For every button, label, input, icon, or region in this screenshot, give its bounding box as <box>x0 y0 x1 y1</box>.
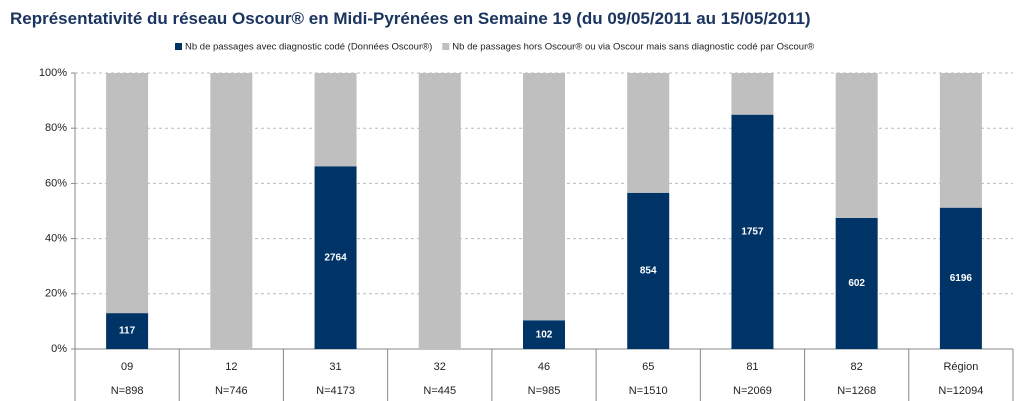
bar-segment <box>418 73 461 349</box>
y-tick-label: 80% <box>45 122 67 134</box>
bar-segment <box>939 207 982 349</box>
legend-swatch <box>175 43 182 50</box>
value-label: 854 <box>640 266 657 277</box>
x-tick-label: 65 <box>642 361 654 373</box>
value-label: 117 <box>119 326 136 337</box>
y-tick-label: 60% <box>45 177 67 189</box>
x-total-label: N=1510 <box>629 385 668 397</box>
x-tick-label: 12 <box>225 361 237 373</box>
bar-segment <box>523 73 565 321</box>
bar-segment <box>314 73 357 167</box>
bar-segment <box>106 73 149 314</box>
bar-segment <box>731 114 774 350</box>
y-tick-label: 20% <box>45 288 67 300</box>
legend-label: Nb de passages avec diagnostic codé (Don… <box>185 42 432 53</box>
bar-segment <box>210 73 253 349</box>
bar-segment <box>106 313 149 349</box>
y-tick-label: 40% <box>45 233 67 245</box>
bar-segment <box>314 166 357 349</box>
bar-segment <box>835 73 878 218</box>
value-label: 602 <box>848 278 865 289</box>
value-label: 2764 <box>324 252 347 263</box>
x-tick-label: Région <box>943 361 978 373</box>
legend-swatch <box>442 43 450 50</box>
bar-segment <box>835 217 878 349</box>
x-tick-label: 46 <box>538 361 550 373</box>
x-tick-label: 32 <box>434 361 446 373</box>
x-total-label: N=445 <box>423 385 456 397</box>
x-tick-label: 81 <box>746 361 758 373</box>
x-total-label: N=2069 <box>733 385 772 397</box>
bar-segment <box>731 73 774 115</box>
y-tick-label: 0% <box>51 343 67 355</box>
chart-title: Représentativité du réseau Oscour® en Mi… <box>10 9 811 28</box>
bar-segment <box>523 320 565 349</box>
bar-segment <box>939 73 982 208</box>
x-total-label: N=4173 <box>316 385 355 397</box>
x-total-label: N=985 <box>528 385 561 397</box>
x-tick-label: 31 <box>329 361 341 373</box>
x-total-label: N=1268 <box>837 385 876 397</box>
x-total-label: N=746 <box>215 385 248 397</box>
value-label: 1757 <box>741 226 764 237</box>
x-total-label: N=12094 <box>938 385 983 397</box>
bar-segment <box>627 73 670 193</box>
y-tick-label: 100% <box>39 67 67 79</box>
value-label: 102 <box>536 329 553 340</box>
x-tick-label: 09 <box>121 361 133 373</box>
x-tick-label: 82 <box>851 361 863 373</box>
legend-label: Nb de passages hors Oscour® ou via Oscou… <box>452 42 814 53</box>
bar-segment <box>627 192 670 349</box>
value-label: 6196 <box>950 273 973 284</box>
x-total-label: N=898 <box>111 385 144 397</box>
